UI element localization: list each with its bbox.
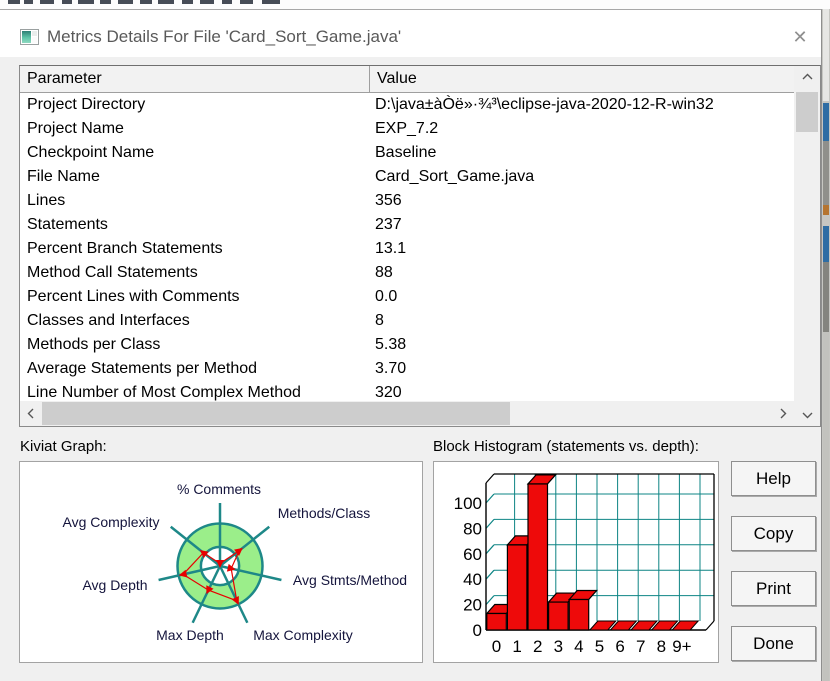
value-cell: 13.1 <box>375 240 407 257</box>
svg-text:4: 4 <box>574 637 583 656</box>
print-button[interactable]: Print <box>731 571 816 606</box>
value-cell: 237 <box>375 216 402 233</box>
table-row[interactable]: Statements 237 <box>20 213 794 237</box>
table-row[interactable]: Methods per Class 5.38 <box>20 333 794 357</box>
value-cell: 3.70 <box>375 360 407 377</box>
scroll-right-button[interactable] <box>772 401 794 426</box>
param-cell: Line Number of Most Complex Method <box>27 384 301 401</box>
table-row[interactable]: Project Name EXP_7.2 <box>20 117 794 141</box>
kiviat-axis-label: Methods/Class <box>277 505 371 521</box>
value-cell: 5.38 <box>375 336 407 353</box>
svg-text:60: 60 <box>463 545 482 564</box>
svg-text:9+: 9+ <box>672 637 691 656</box>
kiviat-axis-label: Max Complexity <box>253 627 353 643</box>
table-row[interactable]: Average Statements per Method 3.70 <box>20 357 794 381</box>
table-row[interactable]: Method Call Statements 88 <box>20 261 794 285</box>
scroll-down-button[interactable] <box>794 404 820 426</box>
svg-text:100: 100 <box>454 494 482 513</box>
svg-text:5: 5 <box>595 637 604 656</box>
chevron-up-icon <box>802 73 812 80</box>
value-cell: 356 <box>375 192 402 209</box>
value-cell: Card_Sort_Game.java <box>375 168 535 185</box>
vertical-scrollbar[interactable] <box>794 66 820 426</box>
svg-text:1: 1 <box>512 637 521 656</box>
app-window-icon <box>20 29 39 45</box>
table-rows-viewport: Project Directory D:\java±àÒë»·¾³\eclipse… <box>20 93 794 402</box>
param-cell: Project Directory <box>27 96 146 113</box>
param-cell: Checkpoint Name <box>27 144 155 161</box>
close-button[interactable]: ✕ <box>783 23 817 51</box>
svg-text:2: 2 <box>533 637 542 656</box>
table-row[interactable]: Classes and Interfaces 8 <box>20 309 794 333</box>
svg-text:0: 0 <box>492 637 501 656</box>
scroll-up-button[interactable] <box>794 66 820 88</box>
vertical-scrollbar-thumb[interactable] <box>796 92 818 132</box>
svg-text:8: 8 <box>657 637 666 656</box>
table-row[interactable]: Percent Branch Statements 13.1 <box>20 237 794 261</box>
histogram-label: Block Histogram (statements vs. depth): <box>433 438 699 455</box>
svg-text:7: 7 <box>636 637 645 656</box>
column-header-parameter[interactable]: Parameter <box>20 66 370 92</box>
value-cell: 88 <box>375 264 393 281</box>
metrics-table: Parameter Value Project Directory D:\java… <box>19 65 821 427</box>
table-row[interactable]: Project Directory D:\java±àÒë»·¾³\eclipse… <box>20 93 794 117</box>
column-header-value[interactable]: Value <box>377 70 417 87</box>
param-cell: Classes and Interfaces <box>27 312 190 329</box>
histogram-panel: 0 20 40 60 80 100 0 1 2 3 4 5 6 7 8 9+ <box>433 461 719 663</box>
param-cell: Statements <box>27 216 108 233</box>
kiviat-axis-label: % Comments <box>176 481 262 497</box>
table-row[interactable]: Lines 356 <box>20 189 794 213</box>
param-cell: Percent Branch Statements <box>27 240 223 257</box>
table-row[interactable]: Percent Lines with Comments 0.0 <box>20 285 794 309</box>
help-button[interactable]: Help <box>731 461 816 496</box>
param-cell: Lines <box>27 192 66 209</box>
svg-text:20: 20 <box>463 596 482 615</box>
page-title: Metrics Details For File 'Card_Sort_Game… <box>47 27 402 46</box>
param-cell: Percent Lines with Comments <box>27 288 240 305</box>
svg-text:40: 40 <box>463 570 482 589</box>
done-button[interactable]: Done <box>731 626 816 661</box>
kiviat-graph-panel: % Comments Methods/Class Avg Stmts/Method M… <box>19 461 423 663</box>
table-header: Parameter Value <box>20 66 794 93</box>
kiviat-axis-label: Avg Complexity <box>62 514 160 530</box>
horizontal-scrollbar-thumb[interactable] <box>42 402 510 425</box>
background-window-sliver-right <box>822 9 830 681</box>
table-row[interactable]: Line Number of Most Complex Method 320 <box>20 381 794 402</box>
scroll-left-button[interactable] <box>20 401 42 426</box>
kiviat-axis-label: Avg Depth <box>82 577 148 593</box>
svg-text:3: 3 <box>554 637 563 656</box>
table-row[interactable]: File Name Card_Sort_Game.java <box>20 165 794 189</box>
param-cell: Method Call Statements <box>27 264 198 281</box>
chevron-left-icon <box>27 408 34 419</box>
chevron-right-icon <box>780 408 787 419</box>
svg-text:0: 0 <box>473 621 482 640</box>
value-cell: 8 <box>375 312 384 329</box>
value-cell: 0.0 <box>375 288 398 305</box>
kiviat-chart <box>158 503 282 624</box>
kiviat-graph-label: Kiviat Graph: <box>20 438 107 455</box>
param-cell: File Name <box>27 168 100 185</box>
svg-text:6: 6 <box>615 637 624 656</box>
close-icon: ✕ <box>792 26 808 47</box>
param-cell: Methods per Class <box>27 336 161 353</box>
chevron-down-icon <box>802 412 812 419</box>
value-cell: 320 <box>375 384 402 401</box>
value-cell: D:\java±àÒë»·¾³\eclipse-java-2020-12-R-w… <box>375 96 714 113</box>
horizontal-scrollbar[interactable] <box>20 401 794 426</box>
table-row[interactable]: Checkpoint Name Baseline <box>20 141 794 165</box>
copy-button[interactable]: Copy <box>731 516 816 551</box>
title-bar: Metrics Details For File 'Card_Sort_Game… <box>0 10 821 57</box>
value-cell: Baseline <box>375 144 437 161</box>
kiviat-axis-label: Max Depth <box>156 627 224 643</box>
param-cell: Project Name <box>27 120 124 137</box>
value-cell: EXP_7.2 <box>375 120 439 137</box>
param-cell: Average Statements per Method <box>27 360 258 377</box>
kiviat-axis-label: Avg Stmts/Method <box>292 572 408 588</box>
svg-text:80: 80 <box>463 519 482 538</box>
